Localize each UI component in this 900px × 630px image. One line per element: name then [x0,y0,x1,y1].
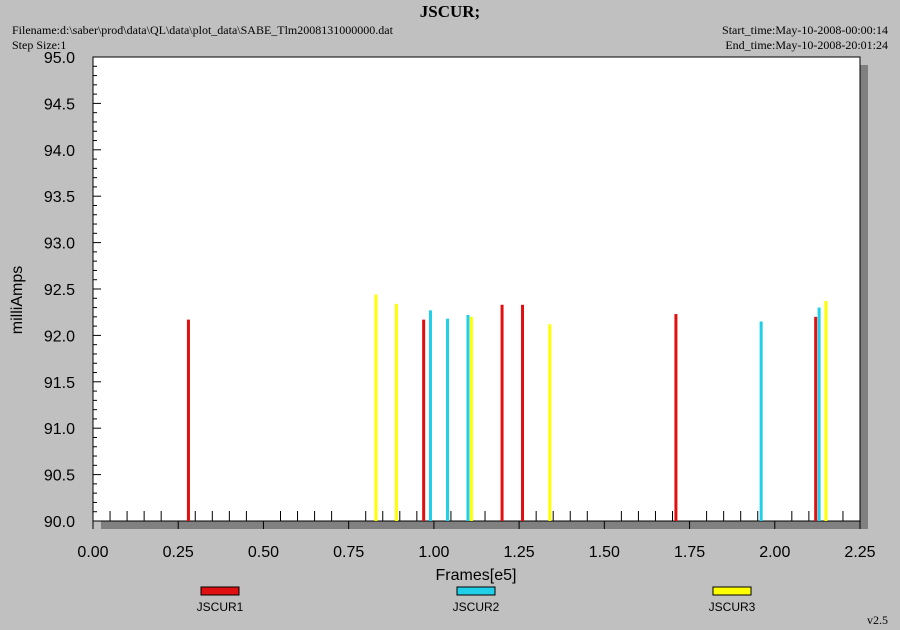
legend-label: JSCUR3 [709,600,756,614]
x-tick-label: 0.00 [77,544,108,561]
x-axis-label: Frames[e5] [436,567,517,584]
end-time-label: End_time:May-10-2008-20:01:24 [725,38,888,52]
bar-jscur3 [824,301,828,521]
bar-jscur3 [469,316,473,521]
x-tick-label: 2.25 [844,544,875,561]
x-tick-label: 1.75 [674,544,705,561]
y-tick-label: 92.0 [44,328,75,345]
bar-jscur2 [817,307,821,521]
bar-jscur2 [428,310,432,521]
plot-area [92,56,861,522]
x-tick-label: 1.25 [504,544,535,561]
x-tick-label: 0.25 [163,544,194,561]
x-tick-label: 1.50 [589,544,620,561]
bar-jscur3 [548,324,552,521]
bar-jscur1 [500,304,504,521]
filename-label: Filename:d:\saber\prod\data\QL\data\plot… [12,23,393,37]
y-tick-label: 94.0 [44,143,75,160]
version-label: v2.5 [867,613,888,627]
bar-jscur1 [521,304,525,521]
step-size-label: Step Size:1 [12,38,67,52]
bar-jscur1 [674,314,678,521]
x-tick-label: 2.00 [759,544,790,561]
y-tick-label: 90.0 [44,514,75,531]
y-tick-label: 95.0 [44,50,75,67]
y-tick-label: 92.5 [44,282,75,299]
bar-jscur1 [422,319,426,521]
legend-label: JSCUR1 [197,600,244,614]
bar-jscur3 [374,294,378,521]
bar-jscur2 [759,321,763,521]
legend-label: JSCUR2 [453,600,500,614]
bar-jscur2 [466,314,470,521]
chart-title: JSCUR; [419,2,481,21]
start-time-label: Start_time:May-10-2008-00:00:14 [722,23,888,37]
legend-swatch [456,586,496,596]
x-tick-label: 1.00 [418,544,449,561]
legend-swatch [712,586,752,596]
y-axis-label: milliAmps [9,266,26,334]
y-tick-label: 93.5 [44,189,75,206]
y-tick-label: 90.5 [44,468,75,485]
x-tick-label: 0.75 [333,544,364,561]
y-tick-label: 91.0 [44,421,75,438]
bar-jscur1 [186,319,190,521]
bar-jscur3 [394,303,398,521]
y-tick-label: 94.5 [44,96,75,113]
y-tick-label: 91.5 [44,375,75,392]
bar-jscur1 [814,316,818,521]
legend-swatch [200,586,240,596]
y-tick-label: 93.0 [44,236,75,253]
bar-jscur2 [446,318,450,521]
x-tick-label: 0.50 [248,544,279,561]
